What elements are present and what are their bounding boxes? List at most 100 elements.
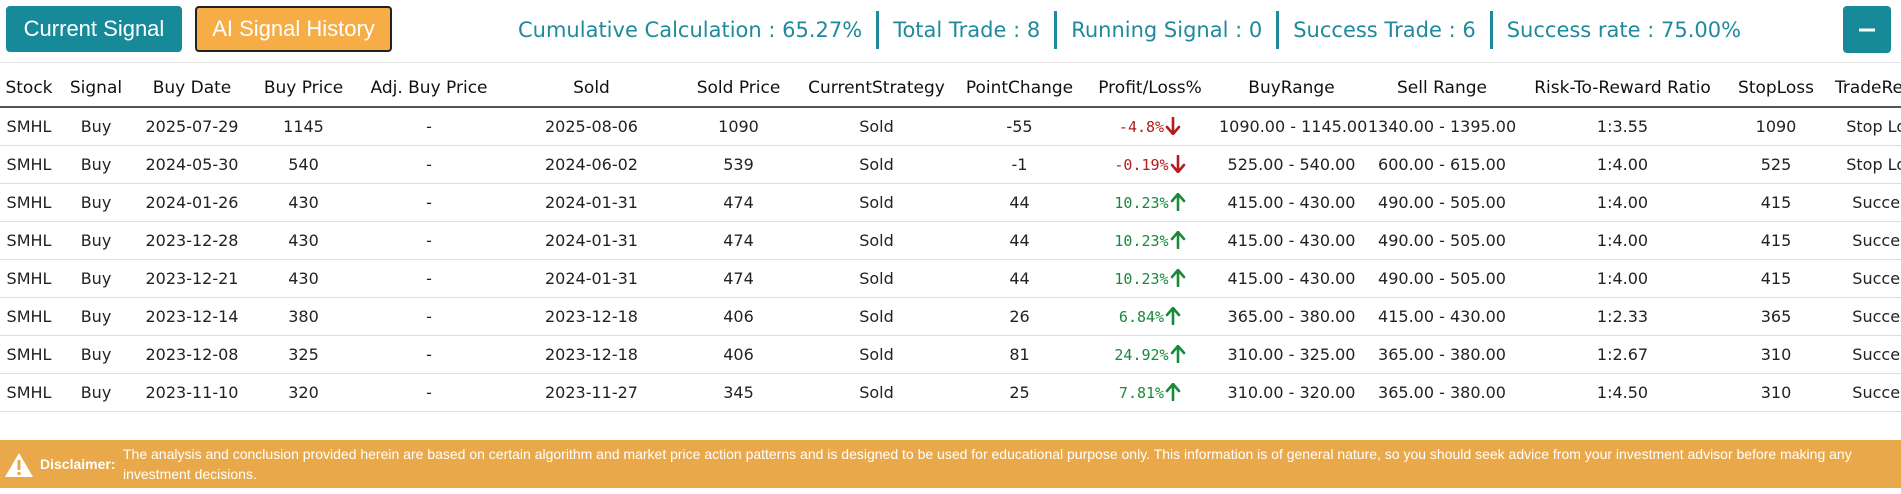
sell-range-cell: 1340.00 - 1395.00 xyxy=(1364,107,1520,146)
sell-range-cell: 490.00 - 505.00 xyxy=(1364,183,1520,222)
stock-cell: SMHL xyxy=(0,221,58,260)
collapse-button[interactable] xyxy=(1843,6,1891,53)
signal-cell: Buy xyxy=(58,107,134,146)
buy-price-cell: 1145 xyxy=(250,107,357,146)
column-header-sold-price: Sold Price xyxy=(682,70,795,108)
stat-divider xyxy=(1054,11,1058,49)
sold-price-cell: 406 xyxy=(682,297,795,336)
rr-cell: 1:4.00 xyxy=(1520,145,1725,184)
profit-loss-value: -4.8% xyxy=(1118,118,1165,136)
sell-range-cell: 490.00 - 505.00 xyxy=(1364,259,1520,298)
column-header-buy-date: Buy Date xyxy=(134,70,250,108)
result-cell: Success xyxy=(1827,335,1901,374)
rr-cell: 1:2.67 xyxy=(1520,335,1725,374)
running-signal: Running Signal : 0 xyxy=(1071,18,1263,42)
point-change-cell: 25 xyxy=(958,373,1081,412)
success-rate: Success rate : 75.00% xyxy=(1506,18,1742,42)
strategy-cell: Sold xyxy=(795,335,958,374)
result-cell: Success xyxy=(1827,183,1901,222)
column-header-risk-to-reward-ratio: Risk-To-Reward Ratio xyxy=(1520,70,1725,108)
profit-loss-value: 10.23% xyxy=(1114,232,1169,250)
adj-buy-price-cell: - xyxy=(357,145,501,184)
column-header-pointchange: PointChange xyxy=(958,70,1081,108)
warning-icon xyxy=(5,453,33,477)
signal-cell: Buy xyxy=(58,145,134,184)
table-body: SMHL Buy 2025-07-29 1145-2025-08-06 1090 Sold… xyxy=(0,107,1901,412)
profit-loss-value: 6.84% xyxy=(1118,308,1165,326)
arrow-up-icon xyxy=(1170,231,1185,249)
buy-price-cell: 320 xyxy=(250,373,357,412)
strategy-cell: Sold xyxy=(795,259,958,298)
sold-cell: 2023-11-27 xyxy=(501,373,682,412)
strategy-cell: Sold xyxy=(795,107,958,146)
buy-price-cell: 540 xyxy=(250,145,357,184)
sold-cell: 2024-01-31 xyxy=(501,183,682,222)
sold-cell: 2023-12-18 xyxy=(501,335,682,374)
column-header-buy-price: Buy Price xyxy=(250,70,357,108)
divider xyxy=(0,62,1901,63)
sold-cell: 2023-12-18 xyxy=(501,297,682,336)
profit-loss-value: -0.19% xyxy=(1114,156,1169,174)
buy-date-cell: 2025-07-29 xyxy=(134,107,250,146)
strategy-cell: Sold xyxy=(795,221,958,260)
column-header-buyrange: BuyRange xyxy=(1219,70,1364,108)
sold-price-cell: 345 xyxy=(682,373,795,412)
profit-loss-value: 7.81% xyxy=(1118,384,1165,402)
stop-loss-cell: 415 xyxy=(1725,183,1827,222)
table-row: SMHL Buy 2023-12-08 325-2023-12-18 406 Sold 81… xyxy=(0,335,1901,374)
sold-price-cell: 539 xyxy=(682,145,795,184)
table-row: SMHL Buy 2023-12-14 380-2023-12-18 406 Sold 26… xyxy=(0,297,1901,336)
point-change-cell: 81 xyxy=(958,335,1081,374)
result-cell: Success xyxy=(1827,373,1901,412)
column-header-stock: Stock xyxy=(0,70,58,108)
rr-cell: 1:4.00 xyxy=(1520,183,1725,222)
current-signal-button[interactable]: Current Signal xyxy=(6,6,182,52)
buy-date-cell: 2023-12-08 xyxy=(134,335,250,374)
strategy-cell: Sold xyxy=(795,373,958,412)
stock-cell: SMHL xyxy=(0,145,58,184)
point-change-cell: 26 xyxy=(958,297,1081,336)
result-cell: Success xyxy=(1827,297,1901,336)
table-row: SMHL Buy 2023-11-10 320-2023-11-27 345 Sold 25… xyxy=(0,373,1901,412)
strategy-cell: Sold xyxy=(795,145,958,184)
table-row: SMHL Buy 2025-07-29 1145-2025-08-06 1090 Sold… xyxy=(0,107,1901,146)
buy-range-cell: 415.00 - 430.00 xyxy=(1219,183,1364,222)
point-change-cell: 44 xyxy=(958,183,1081,222)
profit-loss-cell: 10.23% xyxy=(1081,259,1219,298)
profit-loss-cell: -0.19% xyxy=(1081,145,1219,184)
buy-range-cell: 365.00 - 380.00 xyxy=(1219,297,1364,336)
adj-buy-price-cell: - xyxy=(357,335,501,374)
buy-date-cell: 2024-01-26 xyxy=(134,183,250,222)
signal-cell: Buy xyxy=(58,297,134,336)
signal-cell: Buy xyxy=(58,221,134,260)
stop-loss-cell: 415 xyxy=(1725,259,1827,298)
sold-price-cell: 474 xyxy=(682,259,795,298)
stop-loss-cell: 525 xyxy=(1725,145,1827,184)
buy-range-cell: 525.00 - 540.00 xyxy=(1219,145,1364,184)
table-row: SMHL Buy 2024-01-26 430-2024-01-31 474 Sold 44… xyxy=(0,183,1901,222)
profit-loss-cell: 10.23% xyxy=(1081,221,1219,260)
top-bar: Current Signal AI Signal History Cumulat… xyxy=(0,0,1901,60)
adj-buy-price-cell: - xyxy=(357,221,501,260)
summary-stats: Cumulative Calculation : 65.27% Total Tr… xyxy=(500,0,1755,60)
result-cell: Stop Loss xyxy=(1827,145,1901,184)
result-cell: Success xyxy=(1827,259,1901,298)
rr-cell: 1:3.55 xyxy=(1520,107,1725,146)
profit-loss-cell: 6.84% xyxy=(1081,297,1219,336)
buy-date-cell: 2024-05-30 xyxy=(134,145,250,184)
point-change-cell: -1 xyxy=(958,145,1081,184)
column-header-currentstrategy: CurrentStrategy xyxy=(795,70,958,108)
sold-price-cell: 474 xyxy=(682,221,795,260)
ai-signal-history-button[interactable]: AI Signal History xyxy=(195,6,392,52)
rr-cell: 1:4.00 xyxy=(1520,259,1725,298)
strategy-cell: Sold xyxy=(795,183,958,222)
buy-range-cell: 310.00 - 320.00 xyxy=(1219,373,1364,412)
buy-price-cell: 325 xyxy=(250,335,357,374)
signal-cell: Buy xyxy=(58,335,134,374)
profit-loss-value: 24.92% xyxy=(1114,346,1169,364)
stock-cell: SMHL xyxy=(0,107,58,146)
arrow-down-icon xyxy=(1170,155,1185,173)
stat-divider xyxy=(1489,11,1493,49)
adj-buy-price-cell: - xyxy=(357,297,501,336)
column-header-sell-range: Sell Range xyxy=(1364,70,1520,108)
